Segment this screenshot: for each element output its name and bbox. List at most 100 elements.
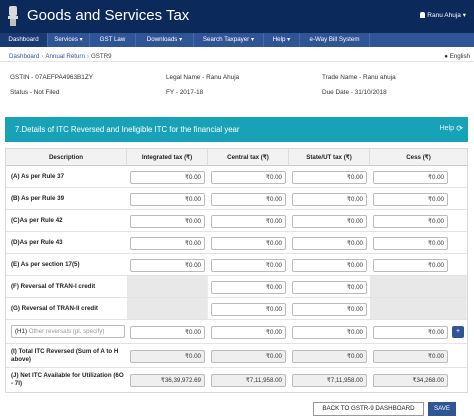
- nav-downloads[interactable]: Downloads ▾: [136, 33, 194, 47]
- gstin: GSTIN - 07AEFPA4963B1ZY: [10, 74, 93, 81]
- integrated-tax-input[interactable]: ₹0.00: [130, 215, 205, 228]
- cess-input[interactable]: ₹0.00: [373, 171, 448, 184]
- nav-dashboard[interactable]: Dashboard: [0, 33, 48, 47]
- column-header: Central tax (₹): [208, 149, 289, 166]
- nav-search-taxpayer[interactable]: Search Taxpayer ▾: [194, 33, 264, 47]
- user-name: Ranu Ahuja: [427, 12, 461, 19]
- row-label: (E) As per section 17(5): [11, 261, 80, 268]
- emblem-icon: [8, 6, 18, 26]
- table-row: (J) Net ITC Available for Utilization (6…: [6, 368, 467, 392]
- integrated-tax-net: ₹36,39,972.69: [130, 374, 205, 387]
- user-menu[interactable]: Ranu Ahuja ▾: [420, 11, 466, 19]
- section-title: 7.Details of ITC Reversed and Ineligible…: [15, 125, 240, 134]
- disabled-cell: [370, 298, 467, 319]
- breadcrumb-bar: Dashboard › Annual Return › GSTR9 ● English: [0, 50, 474, 62]
- column-header: State/UT tax (₹): [289, 149, 370, 166]
- central-tax-net: ₹7,11,958.00: [211, 374, 286, 387]
- central-tax-input[interactable]: ₹0.00: [211, 259, 286, 272]
- nav-gst-law[interactable]: GST Law: [90, 33, 136, 47]
- row-label: (F) Reversal of TRAN-I credit: [11, 283, 96, 290]
- user-icon: [420, 12, 426, 18]
- table-row: (D)As per Rule 43 ₹0.00 ₹0.00 ₹0.00 ₹0.0…: [6, 232, 467, 254]
- table-row: (I) Total ITC Reversed (Sum of A to H ab…: [6, 344, 467, 368]
- state-tax-input[interactable]: ₹0.00: [292, 193, 367, 206]
- state-tax-net: ₹7,11,958.00: [292, 374, 367, 387]
- table-row: (E) As per section 17(5) ₹0.00 ₹0.00 ₹0.…: [6, 254, 467, 276]
- column-header: Description: [6, 149, 127, 166]
- row-label: (G) Reversal of TRAN-II credit: [11, 305, 98, 312]
- cess-input[interactable]: ₹0.00: [373, 237, 448, 250]
- row-label: (A) As per Rule 37: [11, 173, 65, 180]
- breadcrumb-separator: ›: [86, 53, 89, 60]
- central-tax-input[interactable]: ₹0.00: [211, 171, 286, 184]
- row-label: (I) Total ITC Reversed (Sum of A to H ab…: [11, 348, 119, 363]
- row-label: (B) As per Rule 39: [11, 195, 65, 202]
- breadcrumb-dashboard[interactable]: Dashboard: [9, 53, 40, 60]
- integrated-tax-input[interactable]: ₹0.00: [130, 171, 205, 184]
- nav-services[interactable]: Services ▾: [48, 33, 90, 47]
- help-link[interactable]: Help: [439, 125, 454, 132]
- section-header: 7.Details of ITC Reversed and Ineligible…: [5, 117, 468, 142]
- table-row: (G) Reversal of TRAN-II credit ₹0.00 ₹0.…: [6, 298, 467, 320]
- state-tax-input[interactable]: ₹0.00: [292, 215, 367, 228]
- table-row: (F) Reversal of TRAN-I credit ₹0.00 ₹0.0…: [6, 276, 467, 298]
- integrated-tax-input[interactable]: ₹0.00: [130, 326, 205, 339]
- state-tax-input[interactable]: ₹0.00: [292, 259, 367, 272]
- state-tax-input[interactable]: ₹0.00: [292, 326, 367, 339]
- top-header: Goods and Services Tax Ranu Ahuja ▾: [0, 0, 474, 33]
- breadcrumb: Dashboard › Annual Return › GSTR9: [9, 53, 112, 60]
- nav-eway-bill[interactable]: e-Way Bill System: [300, 33, 370, 47]
- trade-name: Trade Name - Ranu ahuja: [322, 74, 396, 81]
- due-date: Due Date - 31/10/2018: [322, 89, 387, 96]
- row-label: (H1): [15, 328, 28, 335]
- table-row: (A) As per Rule 37 ₹0.00 ₹0.00 ₹0.00 ₹0.…: [6, 166, 467, 188]
- language-selector[interactable]: ● English: [444, 53, 470, 60]
- row-label: (J) Net ITC Available for Utilization (6…: [11, 372, 124, 387]
- central-tax-total: ₹0.00: [211, 350, 286, 363]
- row-label: (D)As per Rule 43: [11, 239, 63, 246]
- central-tax-input[interactable]: ₹0.00: [211, 281, 286, 294]
- save-button[interactable]: SAVE: [428, 402, 456, 416]
- legal-name: Legal Name - Ranu Ahuja: [166, 74, 240, 81]
- column-header: Cess (₹): [370, 149, 467, 166]
- other-reversal-placeholder: Other reversals (pl. specify): [28, 328, 105, 335]
- add-row-button[interactable]: +: [452, 326, 464, 338]
- state-tax-input[interactable]: ₹0.00: [292, 281, 367, 294]
- cess-input[interactable]: ₹0.00: [373, 193, 448, 206]
- refresh-icon[interactable]: ⟳: [456, 124, 463, 133]
- state-tax-input[interactable]: ₹0.00: [292, 303, 367, 316]
- disabled-cell: [370, 276, 467, 297]
- central-tax-input[interactable]: ₹0.00: [211, 303, 286, 316]
- breadcrumb-annual-return[interactable]: Annual Return: [45, 53, 85, 60]
- central-tax-input[interactable]: ₹0.00: [211, 215, 286, 228]
- cess-input[interactable]: ₹0.00: [373, 259, 448, 272]
- state-tax-input[interactable]: ₹0.00: [292, 171, 367, 184]
- language-label: English: [449, 53, 470, 60]
- other-reversal-description-input[interactable]: (H1) Other reversals (pl. specify): [11, 325, 125, 338]
- central-tax-input[interactable]: ₹0.00: [211, 326, 286, 339]
- breadcrumb-separator: ›: [41, 53, 44, 60]
- table-row: (H1) Other reversals (pl. specify) ₹0.00…: [6, 320, 467, 344]
- app-title: Goods and Services Tax: [27, 7, 190, 24]
- table-row: (C)As per Rule 42 ₹0.00 ₹0.00 ₹0.00 ₹0.0…: [6, 210, 467, 232]
- integrated-tax-input[interactable]: ₹0.00: [130, 193, 205, 206]
- cess-input[interactable]: ₹0.00: [373, 215, 448, 228]
- disabled-cell: [127, 298, 208, 319]
- nav-help[interactable]: Help ▾: [264, 33, 300, 47]
- integrated-tax-input[interactable]: ₹0.00: [130, 237, 205, 250]
- cess-total: ₹0.00: [373, 350, 448, 363]
- breadcrumb-current: GSTR9: [90, 53, 112, 60]
- table-row: (B) As per Rule 39 ₹0.00 ₹0.00 ₹0.00 ₹0.…: [6, 188, 467, 210]
- central-tax-input[interactable]: ₹0.00: [211, 193, 286, 206]
- cess-input[interactable]: ₹0.00: [373, 326, 448, 339]
- integrated-tax-total: ₹0.00: [130, 350, 205, 363]
- integrated-tax-input[interactable]: ₹0.00: [130, 259, 205, 272]
- state-tax-input[interactable]: ₹0.00: [292, 237, 367, 250]
- itc-reversal-table: Description Integrated tax (₹) Central t…: [5, 148, 468, 393]
- row-label: (C)As per Rule 42: [11, 217, 63, 224]
- taxpayer-info: GSTIN - 07AEFPA4963B1ZY Legal Name - Ran…: [0, 66, 474, 102]
- back-to-dashboard-button[interactable]: BACK TO GSTR-9 DASHBOARD: [313, 402, 424, 416]
- main-nav: Dashboard Services ▾ GST Law Downloads ▾…: [0, 33, 474, 47]
- filing-status: Status - Not Filed: [10, 89, 60, 96]
- central-tax-input[interactable]: ₹0.00: [211, 237, 286, 250]
